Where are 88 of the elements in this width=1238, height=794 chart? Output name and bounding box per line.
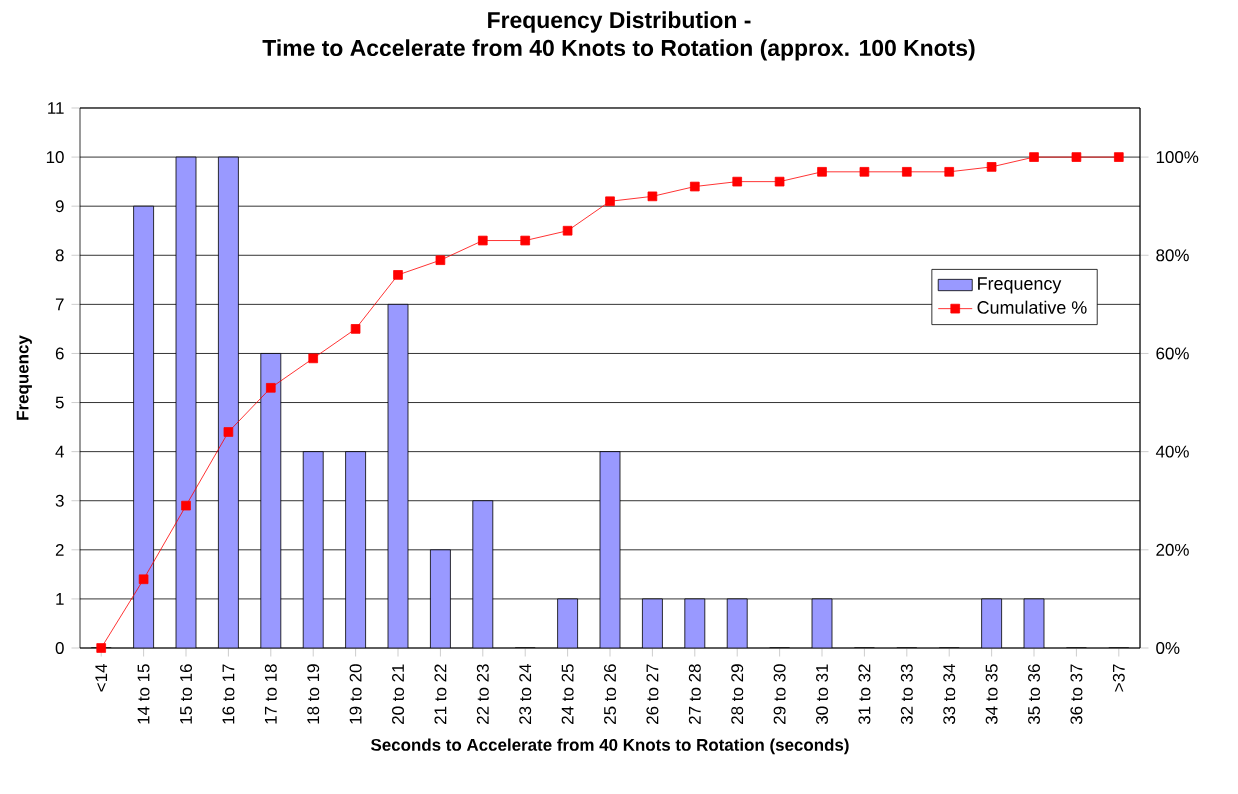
bar (175, 156, 197, 648)
point (350, 324, 361, 334)
y-axis-title: Frequency (16, 335, 32, 420)
point (96, 643, 106, 653)
x-tick-label: 27 to 28 (688, 664, 701, 724)
point (1029, 152, 1039, 162)
bar (726, 598, 748, 648)
x-tick-label: <14 (95, 664, 108, 692)
x-tick-label: 23 to 24 (519, 664, 532, 724)
point (944, 167, 955, 177)
y-tick-label: 8 (55, 249, 64, 262)
bar (684, 598, 706, 648)
point (138, 574, 149, 585)
x-tick-label: 20 to 21 (392, 664, 404, 724)
x-tick-label: 14 to 15 (137, 664, 150, 724)
y-tick-label: 1 (56, 593, 64, 605)
point (181, 500, 191, 511)
y2-tick-label: 80% (1156, 249, 1189, 262)
y-tick-label: 3 (55, 494, 64, 507)
bar (557, 598, 578, 648)
bar (345, 451, 366, 648)
y-tick-label: 9 (55, 200, 64, 213)
y2-tick-label: 40% (1155, 445, 1189, 458)
point (266, 383, 276, 393)
x-tick-label: 35 to 36 (1028, 664, 1040, 725)
x-tick-label: 32 to 33 (900, 664, 913, 725)
bar (218, 156, 239, 648)
point (774, 176, 785, 187)
y2-tick-label: 60% (1156, 347, 1189, 360)
bar (981, 598, 1003, 648)
x-tick-label: 28 to 29 (731, 664, 744, 724)
y2-tick-label: 100% (1156, 151, 1199, 164)
point (1071, 152, 1082, 162)
point (647, 191, 658, 202)
bar (387, 303, 409, 648)
bar (133, 205, 154, 648)
point (393, 270, 403, 280)
legend-label: Cumulative % (977, 300, 1087, 314)
x-tick-label: 25 to 26 (604, 664, 616, 724)
x-tick-label: 21 to 22 (434, 664, 447, 724)
bar (430, 549, 451, 648)
point (1114, 152, 1124, 162)
bar (302, 451, 324, 648)
x-tick-label: 15 to 16 (180, 664, 192, 724)
bar (642, 598, 663, 648)
y-tick-label: 6 (55, 347, 64, 360)
point (223, 427, 234, 437)
point (562, 225, 573, 236)
x-tick-label: 34 to 35 (985, 664, 998, 725)
chart-subtitle: Time to Accelerate from 40 Knots to Rotation (approx. 100 Knots) (262, 39, 975, 61)
point (690, 181, 700, 192)
x-tick-label: 31 to 32 (858, 664, 871, 725)
x-tick-label: 18 to 19 (307, 664, 320, 724)
point (732, 176, 743, 187)
x-tick-label: 29 to 30 (773, 664, 786, 724)
y-tick-label: 0 (55, 642, 64, 654)
point (435, 255, 446, 265)
point (817, 167, 827, 177)
point (902, 167, 912, 177)
y-tick-label: 7 (55, 298, 64, 311)
y-tick-label: 2 (55, 543, 64, 556)
x-tick-label: 19 to 20 (349, 664, 362, 724)
y-tick-label: 10 (46, 151, 64, 164)
chart-title: Frequency Distribution - (488, 11, 751, 33)
y-tick-label: 5 (55, 396, 64, 409)
x-tick-label: 30 to 31 (816, 664, 828, 725)
x-tick-label: 22 to 23 (476, 664, 489, 724)
x-tick-label: 33 to 34 (943, 664, 956, 725)
point (859, 167, 870, 177)
y-tick-label: 4 (55, 445, 64, 458)
x-tick-label: >37 (1112, 664, 1125, 692)
x-tick-label: 17 to 18 (264, 664, 277, 724)
x-axis-title: Seconds to Accelerate from 40 Knots to Rotation (seconds) (371, 738, 849, 755)
y2-tick-label: 0% (1156, 642, 1180, 654)
x-tick-label: 26 to 27 (646, 664, 659, 724)
point (986, 162, 997, 172)
bar (260, 353, 282, 648)
point (520, 235, 531, 246)
point (478, 235, 488, 246)
point (308, 353, 318, 364)
y-tick-label: 11 (48, 102, 64, 114)
x-tick-label: 24 to 25 (561, 664, 574, 724)
y2-tick-label: 20% (1156, 543, 1189, 556)
legend-label: Frequency (978, 277, 1062, 294)
bar (472, 500, 494, 648)
x-tick-label: 36 to 37 (1070, 664, 1083, 725)
x-tick-label: 16 to 17 (222, 664, 235, 724)
point (605, 196, 615, 207)
